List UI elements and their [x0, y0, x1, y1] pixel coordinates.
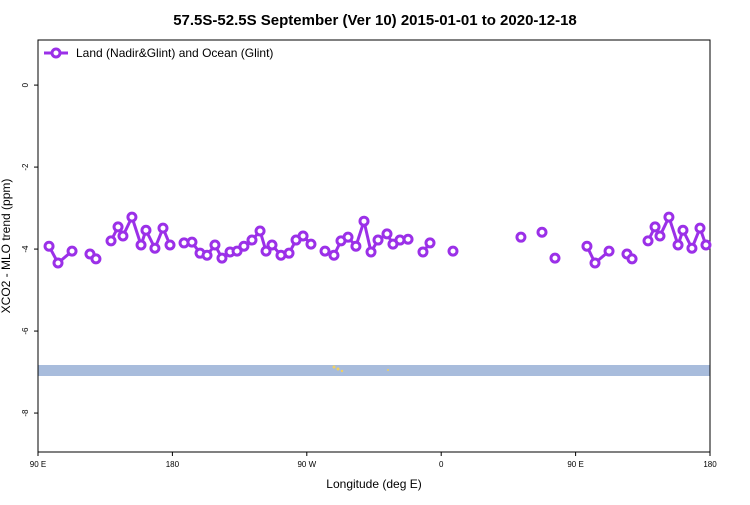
data-point	[372, 234, 384, 246]
data-point	[186, 236, 198, 248]
data-point	[424, 237, 436, 249]
legend-label: Land (Nadir&Glint) and Ocean (Glint)	[76, 46, 273, 60]
chart-title: 57.5S-52.5S September (Ver 10) 2015-01-0…	[173, 12, 577, 29]
land-strip	[38, 365, 710, 376]
data-point	[135, 239, 147, 251]
land-speck	[336, 367, 340, 371]
data-point	[297, 230, 309, 242]
data-point	[149, 242, 161, 254]
data-point	[536, 226, 548, 238]
data-point	[43, 240, 55, 252]
x-tick-label: 0	[439, 460, 444, 469]
land-speck	[340, 369, 344, 373]
land-speck	[332, 365, 336, 369]
data-point	[140, 224, 152, 236]
data-point	[216, 252, 228, 264]
x-axis-label: Longitude (deg E)	[326, 477, 421, 491]
y-axis-label: XCO2 - MLO trend (ppm)	[0, 179, 13, 314]
data-point	[283, 247, 295, 259]
y-tick-label: -2	[21, 163, 30, 171]
data-point	[254, 225, 266, 237]
data-point	[642, 235, 654, 247]
data-point	[126, 211, 138, 223]
data-point	[260, 245, 272, 257]
data-point	[305, 238, 317, 250]
x-tick-label: 180	[703, 460, 717, 469]
data-point	[581, 240, 593, 252]
data-point	[52, 257, 64, 269]
data-point	[112, 221, 124, 233]
data-point	[319, 245, 331, 257]
data-point	[694, 222, 706, 234]
data-point	[238, 240, 250, 252]
data-point	[549, 252, 561, 264]
data-point	[515, 231, 527, 243]
data-point	[358, 215, 370, 227]
data-point	[231, 245, 243, 257]
data-point	[328, 249, 340, 261]
y-tick-label: -4	[21, 245, 30, 253]
y-tick-label: 0	[21, 82, 30, 87]
data-point	[117, 230, 129, 242]
data-point	[700, 239, 712, 251]
data-point	[90, 253, 102, 265]
legend-marker	[50, 47, 62, 59]
data-point	[381, 228, 393, 240]
data-point	[342, 231, 354, 243]
data-point	[402, 233, 414, 245]
data-point	[686, 242, 698, 254]
data-point	[350, 240, 362, 252]
data-point	[164, 239, 176, 251]
data-point	[603, 245, 615, 257]
data-point	[365, 246, 377, 258]
data-point	[654, 230, 666, 242]
y-tick-label: -6	[21, 327, 30, 335]
x-tick-label: 90 E	[567, 460, 583, 469]
data-point	[66, 245, 78, 257]
data-point	[266, 239, 278, 251]
data-point	[157, 222, 169, 234]
data-point	[589, 257, 601, 269]
data-point	[677, 224, 689, 236]
y-tick-label: -8	[21, 409, 30, 417]
data-point	[447, 245, 459, 257]
x-tick-label: 90 W	[297, 460, 316, 469]
data-point	[663, 211, 675, 223]
data-point	[209, 239, 221, 251]
data-point	[246, 234, 258, 246]
data-point	[672, 239, 684, 251]
x-tick-label: 180	[166, 460, 180, 469]
land-speck	[387, 369, 389, 371]
data-point	[626, 253, 638, 265]
x-tick-label: 90 E	[30, 460, 46, 469]
data-point	[105, 235, 117, 247]
data-point	[201, 249, 213, 261]
data-point	[649, 221, 661, 233]
data-point	[417, 246, 429, 258]
